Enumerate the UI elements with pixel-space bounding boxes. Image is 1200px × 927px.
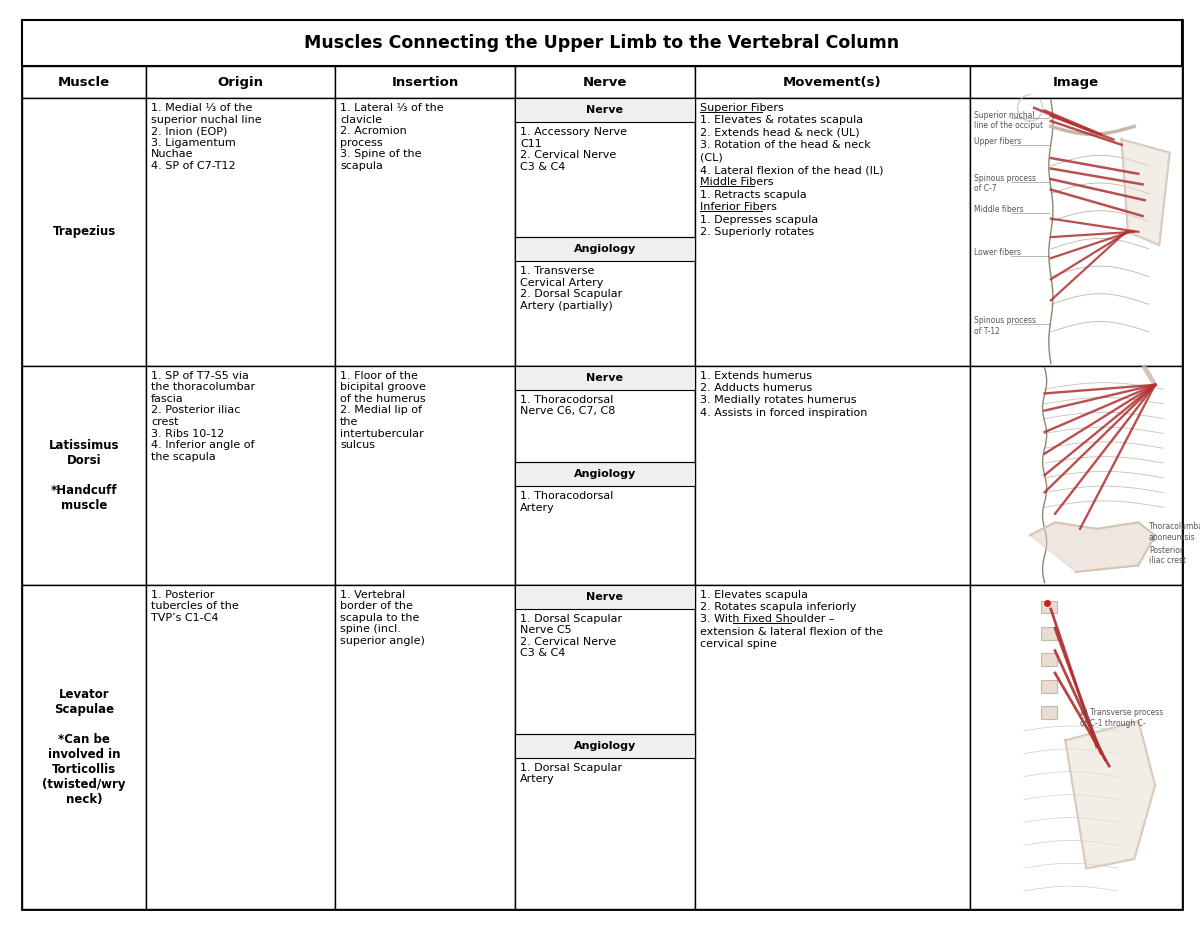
Bar [515, 237, 695, 261]
Text: 1. Dorsal Scapular
Nerve C5
2. Cervical Nerve
C3 & C4: 1. Dorsal Scapular Nerve C5 2. Cervical … [520, 614, 622, 658]
Text: 4. Assists in forced inspiration: 4. Assists in forced inspiration [700, 408, 868, 418]
Bar [1040, 601, 1057, 614]
Bar [1040, 627, 1057, 640]
Text: Insertion: Insertion [391, 75, 458, 88]
Text: 1. Thoracodorsal
Artery: 1. Thoracodorsal Artery [520, 491, 613, 513]
Text: 1. Extends humerus: 1. Extends humerus [700, 371, 812, 381]
Text: Nerve: Nerve [583, 75, 628, 88]
Bar [515, 585, 695, 909]
Text: Nerve: Nerve [587, 591, 624, 602]
Polygon shape [1030, 523, 1156, 572]
Bar [695, 98, 970, 365]
Text: Muscles Connecting the Upper Limb to the Vertebral Column: Muscles Connecting the Upper Limb to the… [305, 34, 900, 52]
Text: Levator
Scapulae

*Can be
involved in
Torticollis
(twisted/wry
neck): Levator Scapulae *Can be involved in Tor… [42, 688, 126, 806]
Text: 1. Medial ⅓ of the
superior nuchal line
2. Inion (EOP)
3. Ligamentum
Nuchae
4. S: 1. Medial ⅓ of the superior nuchal line … [151, 103, 262, 171]
Bar [22, 20, 1182, 66]
Text: 1. Retracts scapula: 1. Retracts scapula [700, 190, 806, 200]
Text: 1. SP of T7-S5 via
the thoracolumbar
fascia
2. Posterior iliac
crest
3. Ribs 10-: 1. SP of T7-S5 via the thoracolumbar fas… [151, 371, 256, 462]
Text: 2. Adducts humerus: 2. Adducts humerus [700, 383, 812, 393]
Text: extension & lateral flexion of the: extension & lateral flexion of the [700, 627, 883, 637]
Text: 1. Vertebral
border of the
scapula to the
spine (incl.
superior angle): 1. Vertebral border of the scapula to th… [341, 590, 425, 646]
Bar [335, 365, 515, 585]
Bar [515, 66, 695, 98]
Text: Angiology: Angiology [574, 244, 636, 254]
Text: Middle Fibers: Middle Fibers [700, 177, 773, 187]
Text: Lower fibers: Lower fibers [974, 248, 1021, 257]
Text: Angiology: Angiology [574, 741, 636, 751]
Text: Origin: Origin [217, 75, 264, 88]
Text: Superior nuchal
line of the occiput: Superior nuchal line of the occiput [974, 110, 1043, 130]
Text: Middle fibers: Middle fibers [974, 206, 1024, 214]
Text: Inferior Fibers: Inferior Fibers [700, 202, 776, 212]
Text: cervical spine: cervical spine [700, 640, 776, 649]
Bar [515, 462, 695, 486]
Text: 1. Accessory Nerve
C11
2. Cervical Nerve
C3 & C4: 1. Accessory Nerve C11 2. Cervical Nerve… [520, 127, 628, 171]
Text: 1. Depresses scapula: 1. Depresses scapula [700, 214, 818, 224]
Bar [335, 98, 515, 365]
Text: a) Transverse process
of C-1 through C-: a) Transverse process of C-1 through C- [1080, 708, 1163, 728]
Text: 1. Elevates scapula: 1. Elevates scapula [700, 590, 808, 600]
Text: Thoracolumbar
aponeurosis: Thoracolumbar aponeurosis [1148, 523, 1200, 541]
Bar [22, 66, 146, 98]
Text: Angiology: Angiology [574, 469, 636, 479]
Text: 3. Medially rotates humerus: 3. Medially rotates humerus [700, 396, 857, 405]
Bar [970, 585, 1182, 909]
Bar [22, 585, 146, 909]
Text: Posterior
iliac crest: Posterior iliac crest [1148, 546, 1186, 565]
Text: Superior Fibers: Superior Fibers [700, 103, 784, 113]
Bar [970, 98, 1182, 365]
Text: 2. Superiorly rotates: 2. Superiorly rotates [700, 227, 814, 237]
Bar [695, 365, 970, 585]
Bar [335, 585, 515, 909]
Text: Upper fibers: Upper fibers [974, 137, 1021, 146]
Bar [970, 66, 1182, 98]
Text: Muscle: Muscle [58, 75, 110, 88]
Text: Image: Image [1052, 75, 1099, 88]
Bar [146, 365, 335, 585]
Text: Nerve: Nerve [587, 105, 624, 115]
Text: (CL): (CL) [700, 153, 722, 162]
Bar [1040, 679, 1057, 692]
Bar [515, 98, 695, 365]
Bar [146, 98, 335, 365]
Text: 3. With Fixed Shoulder –: 3. With Fixed Shoulder – [700, 615, 834, 625]
Polygon shape [1066, 721, 1156, 869]
Bar [515, 585, 695, 609]
Bar [515, 734, 695, 758]
Text: 2. Extends head & neck (UL): 2. Extends head & neck (UL) [700, 128, 859, 138]
Polygon shape [1122, 140, 1170, 245]
Text: Latissimus
Dorsi

*Handcuff
muscle: Latissimus Dorsi *Handcuff muscle [49, 438, 119, 512]
Text: 2. Rotates scapula inferiorly: 2. Rotates scapula inferiorly [700, 602, 856, 612]
Text: 1. Elevates & rotates scapula: 1. Elevates & rotates scapula [700, 115, 863, 125]
Bar [1040, 706, 1057, 719]
Bar [695, 585, 970, 909]
Text: 4. Lateral flexion of the head (IL): 4. Lateral flexion of the head (IL) [700, 165, 883, 175]
Bar [515, 365, 695, 585]
Text: Spinous process
of C-7: Spinous process of C-7 [974, 174, 1036, 193]
Bar [22, 66, 1182, 98]
Text: 1. Floor of the
bicipital groove
of the humerus
2. Medial lip of
the
intertuberc: 1. Floor of the bicipital groove of the … [341, 371, 426, 451]
Bar [1040, 654, 1057, 667]
Bar [970, 365, 1182, 585]
Text: 1. Posterior
tubercles of the
TVP’s C1-C4: 1. Posterior tubercles of the TVP’s C1-C… [151, 590, 239, 623]
Text: 1. Dorsal Scapular
Artery: 1. Dorsal Scapular Artery [520, 763, 622, 784]
Bar [515, 98, 695, 122]
Text: 3. Rotation of the head & neck: 3. Rotation of the head & neck [700, 140, 870, 150]
Text: 1. Lateral ⅓ of the
clavicle
2. Acromion
process
3. Spine of the
scapula: 1. Lateral ⅓ of the clavicle 2. Acromion… [341, 103, 444, 171]
Bar [695, 66, 970, 98]
Bar [146, 66, 335, 98]
Text: Nerve: Nerve [587, 373, 624, 383]
Bar [146, 585, 335, 909]
Text: 1. Thoracodorsal
Nerve C6, C7, C8: 1. Thoracodorsal Nerve C6, C7, C8 [520, 395, 616, 416]
Text: 1. Transverse
Cervical Artery
2. Dorsal Scapular
Artery (partially): 1. Transverse Cervical Artery 2. Dorsal … [520, 266, 623, 311]
Bar [335, 66, 515, 98]
Bar [22, 98, 146, 365]
Bar [515, 365, 695, 389]
Text: Trapezius: Trapezius [53, 225, 115, 238]
Text: Spinous process
of T-12: Spinous process of T-12 [974, 316, 1036, 336]
Text: Movement(s): Movement(s) [782, 75, 882, 88]
Bar [22, 365, 146, 585]
